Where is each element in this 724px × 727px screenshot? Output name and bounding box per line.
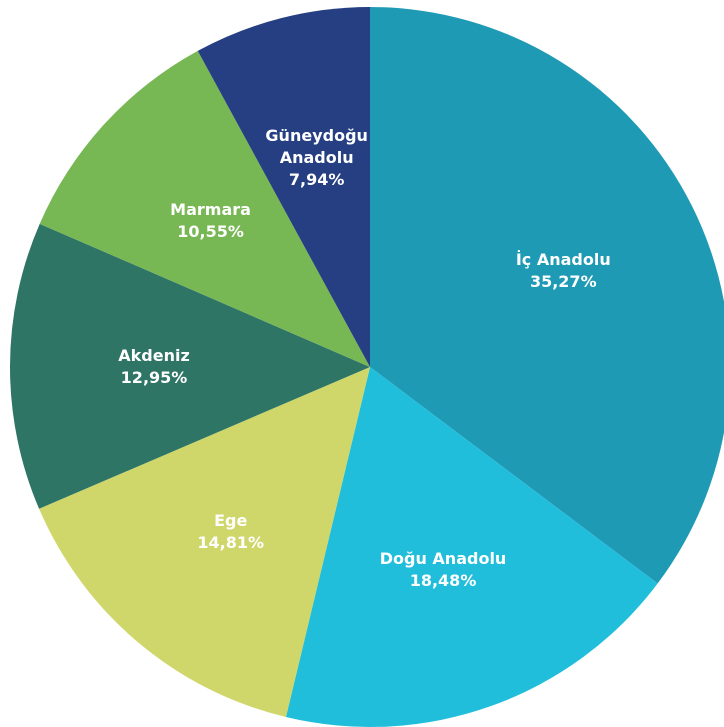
slice-label: Akdeniz 12,95% [89,345,219,389]
pie-slice [370,7,724,584]
slice-label: Marmara 10,55% [146,199,276,243]
slice-label: Doğu Anadolu 18,48% [378,548,508,592]
slice-name: Doğu Anadolu [379,549,507,569]
slice-value: 35,27% [529,271,597,291]
pie-slice [39,50,370,367]
pie-slice [10,223,370,509]
pie-slice [39,367,370,718]
slice-name: Marmara [170,200,251,220]
slice-label: İç Anadolu 35,27% [498,249,628,293]
pie-slice [197,7,370,367]
slice-label: Ege 14,81% [166,510,296,554]
slice-value: 7,94% [288,169,345,189]
slice-name: Güneydoğu Anadolu [265,125,368,167]
slice-name: Ege [214,511,248,531]
slice-name: Akdeniz [118,345,190,365]
pie-slice [285,367,658,727]
slice-name: İç Anadolu [515,249,611,269]
slice-value: 10,55% [177,222,244,242]
slice-value: 12,95% [120,367,188,387]
slice-value: 18,48% [409,571,477,591]
slice-value: 14,81% [197,533,264,553]
slice-label: Güneydoğu Anadolu 7,94% [252,125,382,191]
